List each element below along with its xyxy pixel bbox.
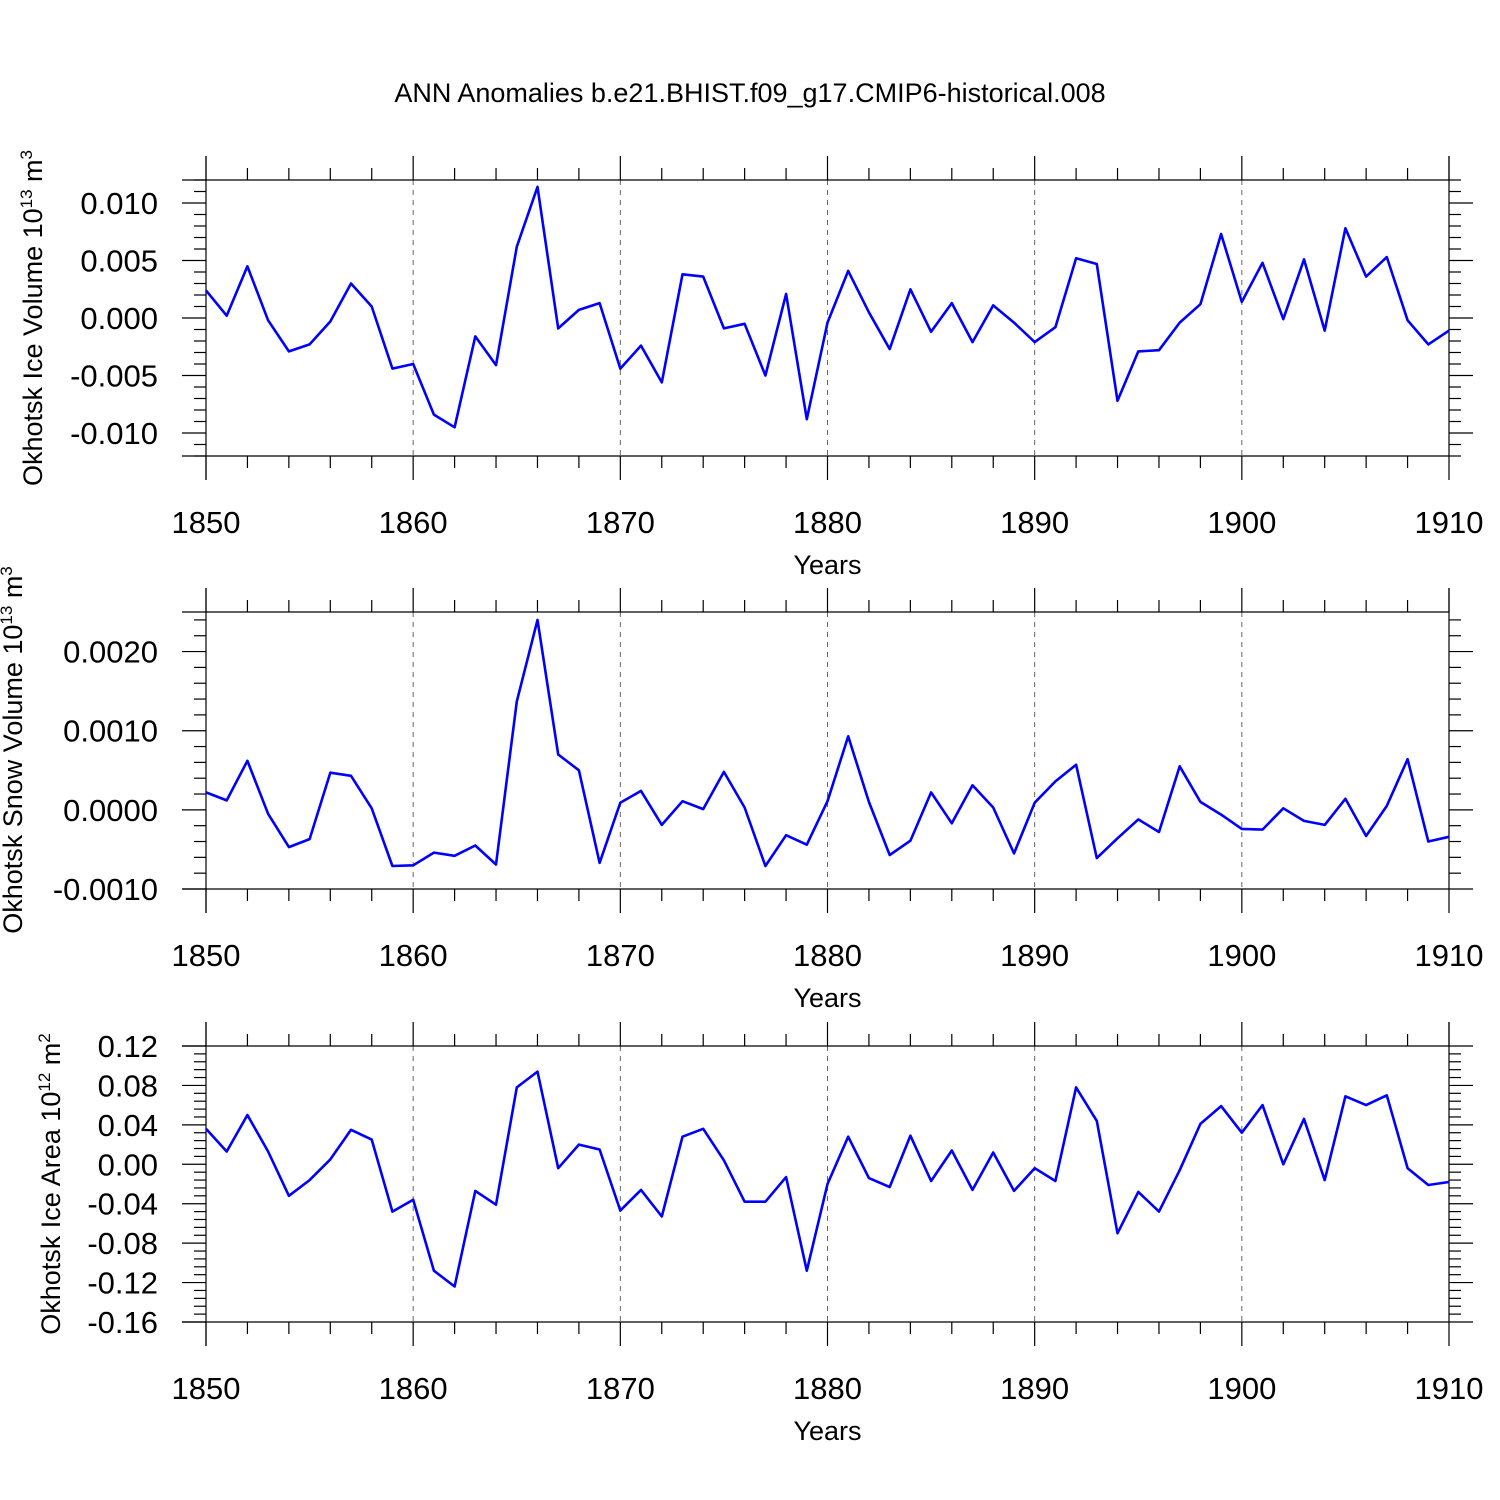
page-title: ANN Anomalies b.e21.BHIST.f09_g17.CMIP6-… (394, 78, 1106, 108)
x-tick-label: 1860 (379, 505, 448, 540)
y-tick-label: 0.000 (80, 301, 158, 336)
y-tick-label: 0.010 (80, 186, 158, 221)
x-tick-label: 1900 (1207, 505, 1276, 540)
x-tick-label: 1870 (586, 505, 655, 540)
y-tick-label: 0.0020 (63, 635, 158, 670)
y-axis-title: Okhotsk Ice Volume 1013 m3 (17, 150, 48, 486)
y-axis-title: Okhotsk Ice Area 1012 m2 (35, 1033, 66, 1335)
x-tick-label: 1850 (172, 505, 241, 540)
x-tick-label: 1880 (793, 938, 862, 973)
y-tick-label: -0.0010 (53, 872, 158, 907)
y-tick-label: -0.04 (87, 1187, 158, 1222)
x-tick-label: 1890 (1000, 1371, 1069, 1406)
x-tick-label: 1900 (1207, 938, 1276, 973)
y-tick-label: 0.0010 (63, 714, 158, 749)
x-tick-label: 1910 (1415, 938, 1484, 973)
y-axis-title: Okhotsk Snow Volume 1013 m3 (0, 566, 28, 934)
y-tick-label: 0.00 (98, 1147, 158, 1182)
x-tick-label: 1890 (1000, 938, 1069, 973)
y-tick-label: 0.12 (98, 1029, 158, 1064)
x-tick-label: 1850 (172, 1371, 241, 1406)
y-tick-label: -0.08 (87, 1226, 158, 1261)
y-tick-label: 0.04 (98, 1108, 158, 1143)
x-tick-label: 1880 (793, 1371, 862, 1406)
x-tick-label: 1850 (172, 938, 241, 973)
x-tick-label: 1870 (586, 938, 655, 973)
y-tick-label: -0.010 (70, 416, 158, 451)
y-tick-label: 0.005 (80, 244, 158, 279)
y-tick-label: -0.005 (70, 359, 158, 394)
x-tick-label: 1880 (793, 505, 862, 540)
x-tick-label: 1890 (1000, 505, 1069, 540)
x-tick-label: 1910 (1415, 505, 1484, 540)
chart-panel-3: -0.16 -0.12 -0.08 -0.04 0.00 0.04 0.08 0.12 1850… (35, 1022, 1483, 1446)
y-tick-label: -0.12 (87, 1266, 158, 1301)
y-tick-label: 0.0000 (63, 793, 158, 828)
x-tick-label: 1860 (379, 938, 448, 973)
chart-panel-1: -0.010 -0.005 0.000 0.005 0.010 1850 1860 1870 1… (17, 150, 1483, 580)
x-tick-label: 1870 (586, 1371, 655, 1406)
x-tick-label: 1900 (1207, 1371, 1276, 1406)
x-tick-label: 1910 (1415, 1371, 1484, 1406)
x-axis-title: Years (793, 983, 861, 1013)
y-tick-label: -0.16 (87, 1305, 158, 1340)
x-tick-label: 1860 (379, 1371, 448, 1406)
x-axis-title: Years (793, 550, 861, 580)
y-tick-label: 0.08 (98, 1068, 158, 1103)
x-axis-title: Years (793, 1416, 861, 1446)
chart-panel-2: -0.0010 0.0000 0.0010 0.0020 1850 1860 1870 188… (0, 566, 1483, 1013)
